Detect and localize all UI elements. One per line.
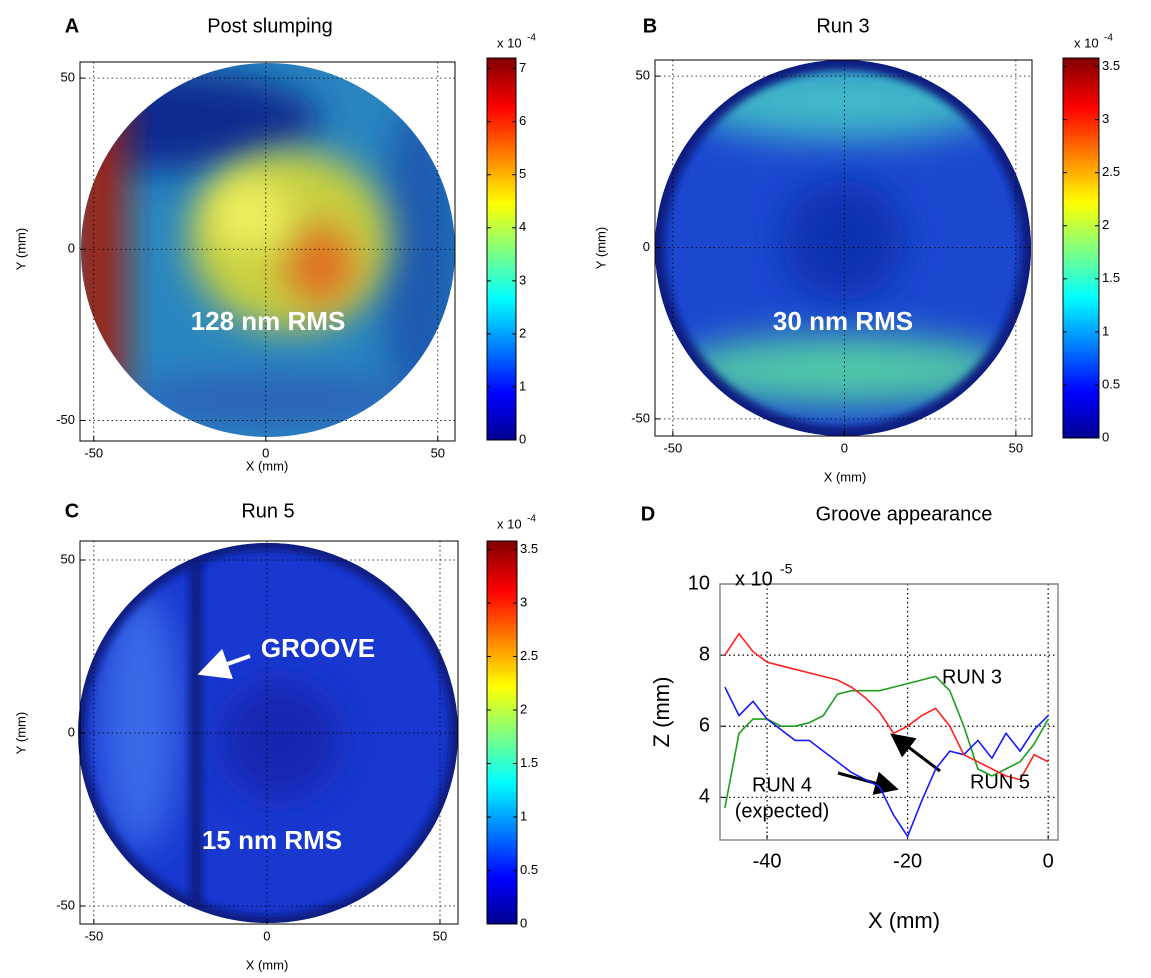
colorbar-tick-label: 0 xyxy=(1102,429,1109,444)
chart-title: Run 5 xyxy=(241,500,294,522)
colorbar-tick-label: 1 xyxy=(1102,323,1109,338)
chart-title: Groove appearance xyxy=(816,503,993,525)
x-tick-label: 50 xyxy=(1009,440,1023,455)
annotation: GROOVE xyxy=(261,633,375,663)
y-scale: x 10 xyxy=(735,568,773,590)
colorbar-exponent: -4 xyxy=(527,514,536,525)
y-tick-label: 50 xyxy=(61,551,75,566)
x-tick-label: 0 xyxy=(1043,850,1054,872)
x-axis-label: X (mm) xyxy=(246,458,289,473)
annotation: 15 nm RMS xyxy=(202,825,342,855)
colorbar-tick-label: 3.5 xyxy=(1102,58,1120,73)
y-tick-label: 4 xyxy=(699,786,710,808)
x-tick-label: -40 xyxy=(753,850,782,872)
y-tick-label: 0 xyxy=(68,241,75,256)
x-tick-label: -50 xyxy=(84,928,103,943)
y-axis-label: Y (mm) xyxy=(593,227,608,269)
colorbar-tick-label: 1 xyxy=(519,378,526,393)
colorbar-tick-label: 2 xyxy=(519,325,526,340)
y-tick-label: 0 xyxy=(643,239,650,254)
y-exponent: -5 xyxy=(780,561,793,577)
y-tick-label: -50 xyxy=(56,412,75,427)
y-axis-label: Y (mm) xyxy=(13,228,28,270)
colorbar-tick-label: 4 xyxy=(519,219,526,234)
arrow xyxy=(837,771,899,795)
colorbar-tick-label: 2 xyxy=(520,701,527,716)
x-tick-label: 50 xyxy=(431,445,445,460)
series-label: RUN 3 xyxy=(942,666,1002,688)
colorbar-tick-label: 1.5 xyxy=(520,755,538,770)
axes-frame xyxy=(79,61,456,442)
y-tick-label: 6 xyxy=(699,715,710,737)
chart-title: Post slumping xyxy=(207,15,333,37)
colorbar-tick-label: 0.5 xyxy=(520,862,538,877)
panel-label: D xyxy=(641,503,655,525)
x-axis-label: X (mm) xyxy=(824,469,867,484)
colorbar-tick-label: 5 xyxy=(519,166,526,181)
y-tick-label: 8 xyxy=(699,643,710,665)
y-tick-label: -50 xyxy=(631,410,650,425)
panel-label: C xyxy=(65,500,79,522)
colorbar-tick-label: 3 xyxy=(519,272,526,287)
x-tick-label: -50 xyxy=(663,440,682,455)
colorbar-tick-label: 2.5 xyxy=(1102,164,1120,179)
chart-title: Run 3 xyxy=(816,15,869,37)
arrow xyxy=(890,733,941,773)
series-label: RUN 4 xyxy=(752,774,812,796)
series-line xyxy=(724,686,1049,839)
y-tick-label: 50 xyxy=(636,68,650,83)
colorbar-exponent: -4 xyxy=(1104,33,1113,44)
colorbar-tick-label: 6 xyxy=(519,113,526,128)
y-tick-label: -50 xyxy=(56,897,75,912)
colorbar-exponent: -4 xyxy=(527,33,536,44)
colorbar-tick-label: 2 xyxy=(1102,217,1109,232)
colorbar-tick-label: 3.5 xyxy=(520,541,538,556)
x-axis-label: X (mm) xyxy=(868,908,940,933)
y-axis-label: Z (mm) xyxy=(649,677,674,748)
series-line xyxy=(724,632,1049,781)
colorbar-tick-label: 0.5 xyxy=(1102,376,1120,391)
axes-frame xyxy=(654,59,1033,437)
colorbar-tick-label: 1 xyxy=(520,808,527,823)
surface-map xyxy=(655,60,1031,436)
colorbar-scale: x 10 xyxy=(497,516,522,531)
x-axis-label: X (mm) xyxy=(246,957,289,972)
colorbar-tick-label: 0 xyxy=(520,915,527,930)
y-tick-label: 50 xyxy=(61,70,75,85)
surface-map xyxy=(78,543,458,923)
y-axis-label: Y (mm) xyxy=(13,712,28,754)
y-tick-label: 0 xyxy=(68,724,75,739)
panel-label: A xyxy=(65,15,79,37)
x-tick-label: -50 xyxy=(84,445,103,460)
colorbar xyxy=(1062,57,1100,439)
annotation: (expected) xyxy=(735,800,830,822)
colorbar-tick-label: 3 xyxy=(520,594,527,609)
x-tick-label: 50 xyxy=(433,928,447,943)
colorbar-scale: x 10 xyxy=(1074,35,1099,50)
colorbar xyxy=(486,540,518,925)
axes-frame xyxy=(79,540,459,925)
axes-frame xyxy=(719,583,1059,841)
annotation: 30 nm RMS xyxy=(773,306,913,336)
x-tick-label: 0 xyxy=(262,445,269,460)
series-line xyxy=(724,675,1049,809)
colorbar-tick-label: 3 xyxy=(1102,111,1109,126)
panel-label: B xyxy=(643,15,657,37)
colorbar-tick-label: 1.5 xyxy=(1102,270,1120,285)
x-tick-label: 0 xyxy=(841,440,848,455)
colorbar-tick-label: 0 xyxy=(519,431,526,446)
x-tick-label: -20 xyxy=(893,850,922,872)
y-tick-label: 10 xyxy=(688,572,710,594)
x-tick-label: 0 xyxy=(263,928,270,943)
annotation: 128 nm RMS xyxy=(191,306,346,336)
colorbar-tick-label: 7 xyxy=(519,60,526,75)
groove-arrow xyxy=(197,648,251,680)
series-label: RUN 5 xyxy=(970,771,1030,793)
colorbar-scale: x 10 xyxy=(497,35,522,50)
colorbar-tick-label: 2.5 xyxy=(520,648,538,663)
colorbar xyxy=(486,57,517,441)
